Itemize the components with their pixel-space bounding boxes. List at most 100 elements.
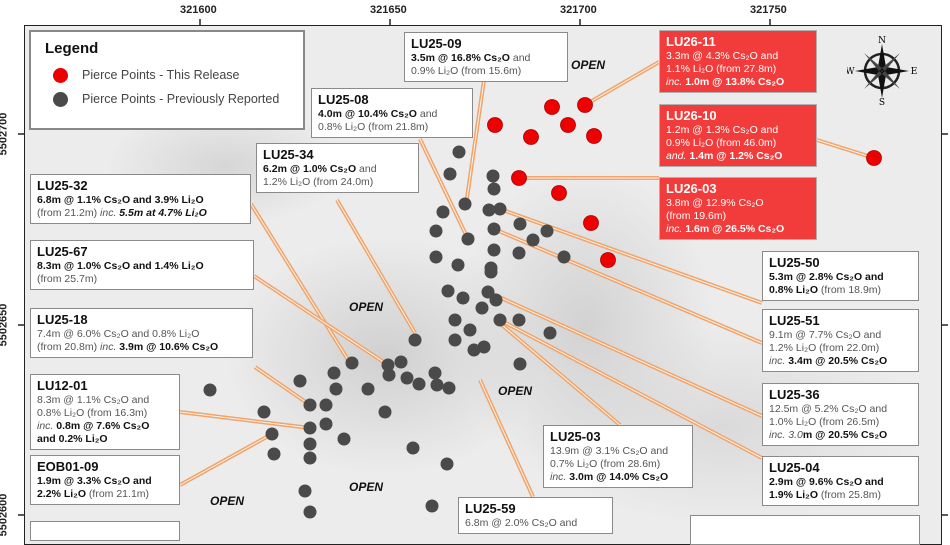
pierce-point-this-release [866,150,882,166]
compass-w: W [847,67,855,77]
legend: Legend Pierce Points - This Release Pier… [29,30,305,130]
pierce-point-previous [489,293,503,307]
callout-text: inc. [666,76,683,88]
callout-text: (from 21.2m) [37,207,101,219]
pierce-point-previous [381,358,395,372]
callout-text: 1.2% Li₂O (from 22.0m) [769,342,880,354]
pierce-point-previous [303,437,317,451]
pierce-point-previous [487,243,501,257]
callout-text: 8.3m @ 1.0% Cs₂O and 1.4% Li₂O [37,260,204,272]
pierce-point-previous [428,366,442,380]
pierce-point-previous [440,457,454,471]
callout-line: 3.3m @ 4.3% Cs₂O and [666,50,810,63]
open-label: OPEN [210,494,245,508]
callout-text: 8.3m @ 1.1% Cs₂O and [37,394,150,406]
drill-callout-lu25-51: LU25-51 9.1m @ 7.7% Cs₂O and 1.2% Li₂O (fr… [762,309,919,372]
callout-text: 7.4m @ 6.0% Cs₂O and 0.8% Li₂O [37,328,200,340]
callout-text: 1.0m @ 13.8% Cs₂O [682,76,785,88]
callout-text: 13.9m @ 3.1% Cs₂O and [550,445,669,457]
pierce-point-previous [303,451,317,465]
callout-line: inc. 3.0m @ 14.0% Cs₂O [550,471,686,484]
callout-text: 5.3m @ 2.8% Cs₂O and [769,271,884,283]
pierce-point-previous [257,405,271,419]
pierce-point-previous [452,145,466,159]
pierce-point-previous [203,383,217,397]
callout-line: 1.2% Li₂O (from 22.0m) [769,342,912,355]
callout-title: LU25-09 [411,36,462,51]
callout-line: 0.8% Li₂O (from 21.8m) [318,121,466,134]
drill-callout-lu26-03: LU26-03 3.8m @ 12.9% Cs₂O (from 19.6m) inc.… [659,177,817,240]
callout-title: LU12-01 [37,378,88,393]
pierce-point-previous [303,398,317,412]
callout-text: inc. [37,420,54,432]
callout-text: 3.4m @ 20.5% Cs₂O [785,355,888,367]
callout-text: and. [666,150,687,162]
drill-callout-lu25-08: LU25-08 4.0m @ 10.4% Cs₂O and 0.8% Li₂O (f… [311,88,473,138]
callout-text: 1.6m @ 26.5% Cs₂O [682,223,785,235]
pierce-point-previous [484,265,498,279]
compass-rose-icon: N S W E [847,36,917,106]
x-tick-label: 321650 [370,4,407,16]
map-overlay [18,19,948,519]
callout-line: inc. 0.8m @ 7.6% Cs₂O [37,420,173,433]
callout-text: 3.9m @ 10.6% Cs₂O [116,341,219,353]
callout-text: 1.9% Li₂O [769,489,819,501]
pierce-point-previous [487,222,501,236]
pierce-point-this-release [544,99,560,115]
callout-line: 6.8m @ 1.1% Cs₂O and 3.9% Li₂O [37,194,244,207]
pierce-point-previous [456,291,470,305]
callout-text: 3.3m @ 4.3% Cs₂O and [666,50,779,62]
drill-callout-lu12-01: LU12-01 8.3m @ 1.1% Cs₂O and 0.8% Li₂O (fr… [30,374,180,450]
pierce-point-previous [543,326,557,340]
drill-callout-lu26-10: LU26-10 1.2m @ 1.3% Cs₂O and 0.9% Li₂O (fr… [659,104,817,167]
callout-line: 13.9m @ 3.1% Cs₂O and [550,445,686,458]
pierce-point-previous [493,313,507,327]
legend-item: Pierce Points - Previously Reported [45,87,289,111]
pierce-point-previous [430,378,444,392]
drill-callout-lu25-34: LU25-34 6.2m @ 1.0% Cs₂O and 1.2% Li₂O (fr… [256,143,419,193]
pierce-point-previous [293,374,307,388]
callout-title: LU26-03 [666,181,717,196]
gray-dot-icon [53,91,68,107]
legend-item: Pierce Points - This Release [45,63,289,87]
pierce-point-previous [526,233,540,247]
pierce-point-this-release [586,128,602,144]
callout-line: (from 19.6m) [666,210,810,223]
pierce-point-previous [329,382,343,396]
callout-line: 1.9m @ 3.3% Cs₂O and [37,475,173,488]
callout-line: 1.0% Li₂O (from 26.5m) [769,416,912,429]
pierce-point-previous [441,284,455,298]
callout-line: 0.8% Li₂O (from 18.9m) [769,284,912,297]
compass-e: E [911,67,917,77]
callout-text: (from 25.8m) [818,489,882,501]
pierce-point-previous [443,167,457,181]
callout-text: 1.0% Li₂O (from 26.5m) [769,416,880,428]
callout-text: 6.8m @ 2.0% Cs₂O and [465,517,578,529]
callout-line: 0.7% Li₂O (from 28.6m) [550,458,686,471]
legend-title: Legend [45,40,99,57]
info-box-cut [690,515,920,545]
callout-title: LU25-04 [769,460,820,475]
callout-line: (from 25.7m) [37,273,247,286]
callout-text: 1.9m @ 3.3% Cs₂O and [37,475,152,487]
callout-text: 3.5m @ 16.8% Cs₂O [411,52,510,64]
pierce-point-previous [303,505,317,519]
callout-line: inc. 1.6m @ 26.5% Cs₂O [666,223,810,236]
callout-title: LU25-18 [37,312,88,327]
x-tick-label: 321750 [750,4,787,16]
callout-title: LU25-50 [769,255,820,270]
pierce-point-this-release [560,117,576,133]
callout-text: 4.0m @ 10.4% Cs₂O [318,108,417,120]
pierce-point-previous [467,343,481,357]
callout-text: inc. [769,355,786,367]
compass-s: S [879,98,885,106]
pierce-point-previous [540,224,554,238]
callout-title: LU25-51 [769,313,820,328]
pierce-point-previous [513,217,527,231]
callout-line: 2.2% Li₂O (from 21.1m) [37,488,173,501]
callout-text: m @ 20.5% Cs₂O [802,429,888,441]
drill-callout-lu25-04: LU25-04 2.9m @ 9.6% Cs₂O and 1.9% Li₂O (fr… [762,456,919,506]
pierce-point-previous [448,333,462,347]
pierce-point-previous [512,313,526,327]
callout-text: 0.7% Li₂O (from 28.6m) [550,458,661,470]
